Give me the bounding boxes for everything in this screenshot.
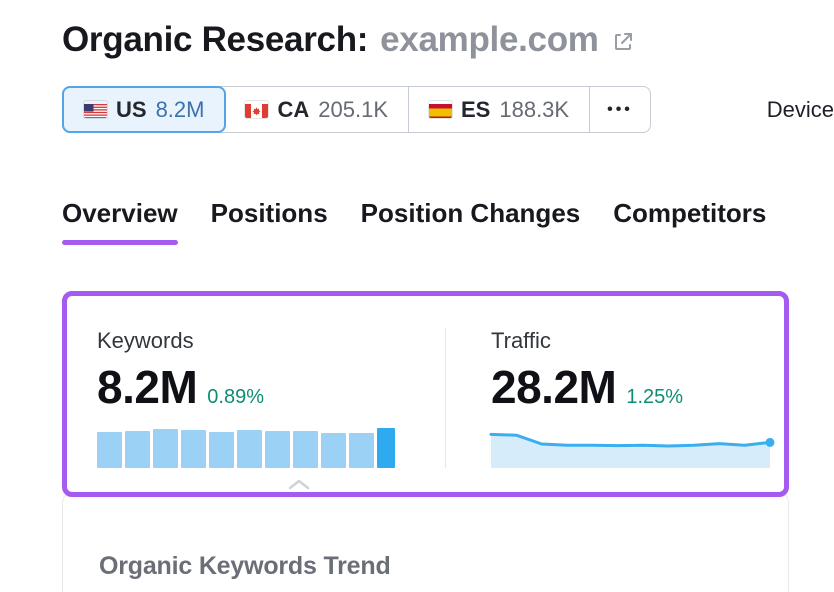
more-countries-button[interactable]: ••• bbox=[589, 87, 650, 132]
keywords-value: 8.2M bbox=[97, 361, 198, 413]
us-flag-icon bbox=[84, 101, 107, 118]
chevron-up-icon[interactable] bbox=[287, 478, 311, 490]
bar bbox=[293, 431, 318, 468]
tab-positions[interactable]: Positions bbox=[210, 198, 328, 228]
bar bbox=[153, 429, 178, 468]
traffic-label: Traffic bbox=[491, 328, 551, 353]
bar bbox=[97, 432, 122, 468]
page-title: Organic Research: example.com bbox=[62, 20, 635, 60]
organic-keywords-trend-card: Organic Keywords Trend bbox=[62, 491, 789, 592]
country-code: ES bbox=[461, 96, 491, 122]
ellipsis-icon: ••• bbox=[607, 100, 633, 118]
keywords-label: Keywords bbox=[97, 328, 194, 353]
keywords-metric: Keywords 8.2M 0.89% bbox=[97, 328, 445, 492]
vertical-divider bbox=[445, 328, 446, 468]
bar bbox=[125, 431, 150, 468]
traffic-change: 1.25% bbox=[626, 386, 684, 408]
country-tab-es[interactable]: ES 188.3K bbox=[408, 87, 589, 132]
bar bbox=[181, 430, 206, 468]
traffic-line-chart bbox=[489, 428, 778, 468]
bar-current-period bbox=[377, 428, 395, 468]
ca-flag-icon bbox=[245, 101, 269, 118]
keywords-bar-chart bbox=[97, 428, 445, 468]
bar bbox=[209, 432, 234, 468]
summary-metrics-card: Keywords 8.2M 0.89% Traffic 28.2M 1.25% bbox=[67, 296, 784, 492]
country-filter-bar: US 8.2M CA 205.1K bbox=[62, 86, 834, 133]
es-flag-icon bbox=[429, 101, 452, 118]
line-end-dot bbox=[765, 437, 775, 447]
tab-overview[interactable]: Overview bbox=[62, 198, 178, 245]
section-title: Organic Keywords Trend bbox=[99, 552, 391, 580]
page-title-prefix: Organic Research: bbox=[62, 20, 369, 59]
tab-position-changes[interactable]: Position Changes bbox=[360, 198, 581, 228]
bar bbox=[349, 433, 374, 468]
bar bbox=[321, 433, 346, 468]
tab-competitors[interactable]: Competitors bbox=[613, 198, 767, 228]
traffic-metric: Traffic 28.2M 1.25% bbox=[446, 328, 778, 492]
keywords-change: 0.89% bbox=[207, 386, 264, 408]
country-tab-ca[interactable]: CA 205.1K bbox=[225, 87, 408, 132]
country-traffic-value: 8.2M bbox=[155, 96, 205, 122]
country-traffic-value: 205.1K bbox=[318, 96, 388, 122]
country-traffic-value: 188.3K bbox=[499, 96, 570, 122]
country-code: US bbox=[116, 96, 147, 122]
country-code: CA bbox=[277, 96, 310, 122]
external-link-icon[interactable] bbox=[611, 30, 635, 54]
country-tab-us[interactable]: US 8.2M bbox=[62, 86, 227, 133]
report-tabs: Overview Positions Position Changes Comp… bbox=[62, 198, 834, 245]
bar bbox=[237, 430, 262, 468]
country-tab-group: US 8.2M CA 205.1K bbox=[62, 86, 651, 133]
analyzed-domain: example.com bbox=[380, 20, 599, 59]
device-filter[interactable]: Device bbox=[766, 96, 834, 122]
bar bbox=[265, 431, 290, 468]
traffic-value: 28.2M bbox=[491, 361, 617, 413]
